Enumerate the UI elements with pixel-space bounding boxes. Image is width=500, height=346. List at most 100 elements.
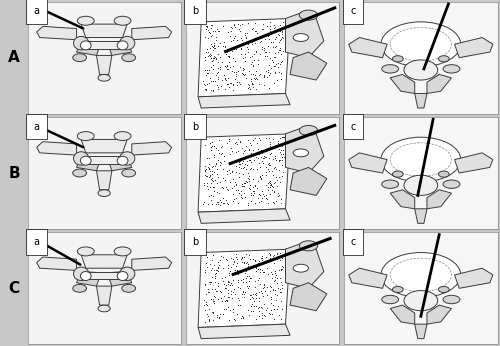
Polygon shape — [76, 272, 101, 286]
Text: B: B — [8, 165, 20, 181]
Polygon shape — [414, 324, 427, 339]
Ellipse shape — [293, 264, 308, 272]
Polygon shape — [132, 142, 172, 155]
Polygon shape — [36, 142, 76, 155]
Text: c: c — [350, 237, 356, 247]
Polygon shape — [286, 128, 324, 173]
Ellipse shape — [120, 267, 135, 281]
Ellipse shape — [382, 65, 398, 73]
Ellipse shape — [382, 295, 398, 304]
Polygon shape — [198, 93, 290, 108]
Polygon shape — [390, 190, 414, 209]
Ellipse shape — [117, 41, 128, 50]
Ellipse shape — [390, 27, 452, 61]
Ellipse shape — [392, 286, 403, 292]
Text: c: c — [350, 6, 356, 16]
Polygon shape — [107, 41, 132, 55]
Ellipse shape — [122, 169, 136, 177]
Ellipse shape — [381, 253, 460, 297]
Polygon shape — [349, 268, 387, 288]
Ellipse shape — [114, 247, 131, 256]
Ellipse shape — [120, 36, 135, 50]
Polygon shape — [454, 268, 493, 288]
Polygon shape — [96, 286, 112, 305]
Polygon shape — [286, 244, 324, 288]
Polygon shape — [36, 257, 76, 271]
Text: A: A — [8, 50, 20, 65]
Ellipse shape — [117, 156, 128, 165]
Polygon shape — [349, 153, 387, 173]
Polygon shape — [427, 305, 452, 324]
Ellipse shape — [80, 41, 91, 50]
Polygon shape — [290, 52, 327, 80]
Ellipse shape — [78, 16, 94, 25]
Polygon shape — [198, 249, 290, 327]
Ellipse shape — [98, 74, 110, 81]
Text: a: a — [34, 121, 40, 131]
Polygon shape — [36, 26, 76, 40]
Ellipse shape — [392, 171, 403, 177]
Polygon shape — [427, 190, 452, 209]
Polygon shape — [107, 156, 132, 171]
Ellipse shape — [438, 171, 449, 177]
Polygon shape — [81, 255, 127, 268]
Ellipse shape — [122, 54, 136, 62]
Ellipse shape — [300, 10, 318, 20]
Polygon shape — [86, 41, 122, 49]
Text: b: b — [192, 121, 198, 131]
Polygon shape — [198, 134, 290, 212]
Ellipse shape — [122, 284, 136, 292]
Ellipse shape — [300, 126, 318, 136]
Polygon shape — [198, 209, 290, 224]
Ellipse shape — [390, 258, 452, 292]
Ellipse shape — [443, 65, 460, 73]
Polygon shape — [86, 272, 122, 279]
Polygon shape — [96, 171, 112, 190]
Ellipse shape — [293, 34, 308, 42]
Polygon shape — [454, 153, 493, 173]
Polygon shape — [132, 257, 172, 271]
Text: b: b — [192, 6, 198, 16]
Ellipse shape — [74, 152, 89, 165]
Polygon shape — [390, 305, 414, 324]
Ellipse shape — [392, 56, 403, 62]
Ellipse shape — [98, 305, 110, 312]
Text: c: c — [350, 121, 356, 131]
Polygon shape — [349, 37, 387, 58]
Ellipse shape — [443, 180, 460, 188]
Ellipse shape — [72, 169, 86, 177]
Polygon shape — [76, 41, 101, 55]
Ellipse shape — [80, 272, 91, 281]
Polygon shape — [290, 167, 327, 195]
Ellipse shape — [98, 190, 110, 197]
Ellipse shape — [114, 16, 131, 25]
Ellipse shape — [381, 22, 460, 67]
Ellipse shape — [72, 284, 86, 292]
Polygon shape — [454, 37, 493, 58]
Polygon shape — [414, 93, 427, 108]
Text: C: C — [8, 281, 20, 296]
Polygon shape — [76, 156, 101, 171]
Ellipse shape — [74, 36, 89, 50]
Ellipse shape — [390, 143, 452, 176]
Ellipse shape — [438, 56, 449, 62]
Text: a: a — [34, 6, 40, 16]
Polygon shape — [198, 19, 290, 97]
Polygon shape — [390, 74, 414, 93]
Polygon shape — [198, 324, 290, 339]
Polygon shape — [132, 26, 172, 40]
Ellipse shape — [404, 60, 438, 80]
Ellipse shape — [80, 156, 91, 165]
Polygon shape — [427, 74, 452, 93]
Polygon shape — [107, 272, 132, 286]
Polygon shape — [286, 13, 324, 58]
Polygon shape — [81, 24, 127, 37]
Ellipse shape — [382, 180, 398, 188]
Ellipse shape — [300, 241, 318, 251]
Ellipse shape — [293, 149, 308, 157]
Polygon shape — [414, 209, 427, 224]
Polygon shape — [81, 139, 127, 153]
Text: b: b — [192, 237, 198, 247]
Ellipse shape — [438, 286, 449, 292]
Ellipse shape — [404, 175, 438, 195]
